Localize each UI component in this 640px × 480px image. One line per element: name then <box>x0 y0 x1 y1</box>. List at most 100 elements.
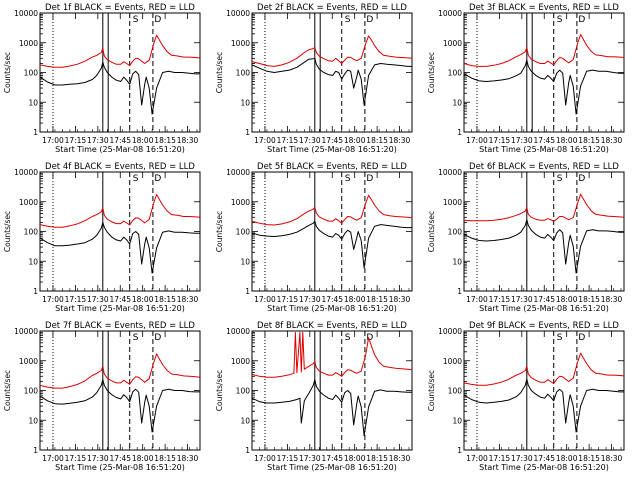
x-tick-label: 18:15 <box>154 295 176 304</box>
y-tick-label: 10000 <box>14 9 38 18</box>
x-tick-label: 18:30 <box>601 136 623 145</box>
x-tick-label: 18:15 <box>154 454 176 463</box>
x-axis-label: Start Time (25-Mar-08 16:51:20) <box>479 304 609 313</box>
series-lld-line <box>464 352 624 386</box>
series-lld-line <box>252 194 412 226</box>
x-tick-label: 18:00 <box>556 295 578 304</box>
marker-annotation: S <box>345 333 351 343</box>
y-tick-label: 1 <box>245 128 250 137</box>
x-tick-label: 18:15 <box>578 295 600 304</box>
x-tick-label: 17:45 <box>533 295 555 304</box>
y-tick-label: 1000 <box>443 357 462 366</box>
x-axis-label: Start Time (25-Mar-08 16:51:20) <box>267 463 397 472</box>
x-tick-label: 18:15 <box>578 454 600 463</box>
marker-annotation: D <box>154 333 161 343</box>
y-tick-label: 1 <box>33 446 38 455</box>
panel-det-2f: Det 2f BLACK = Events, RED = LLD 1 10 100 10… <box>215 3 413 154</box>
y-tick-label: 10000 <box>14 168 38 177</box>
x-tick-label: 17:30 <box>87 136 109 145</box>
y-axis-label: Counts/sec <box>3 370 12 411</box>
y-tick-label: 10 <box>28 416 38 425</box>
y-tick-label: 10 <box>240 98 250 107</box>
x-tick-label: 17:30 <box>87 295 109 304</box>
x-tick-label: 18:00 <box>132 454 154 463</box>
y-tick-label: 10000 <box>438 327 462 336</box>
marker-annotation: D <box>578 174 585 184</box>
panel-title: Det 6f BLACK = Events, RED = LLD <box>469 162 619 172</box>
y-axis-label: Counts/sec <box>3 211 12 252</box>
y-tick-label: 1000 <box>231 39 250 48</box>
panel-title: Det 1f BLACK = Events, RED = LLD <box>45 3 195 13</box>
y-tick-label: 10000 <box>226 168 250 177</box>
y-tick-label: 10000 <box>226 327 250 336</box>
x-tick-label: 17:30 <box>299 295 321 304</box>
panel-title: Det 8f BLACK = Events, RED = LLD <box>257 321 407 331</box>
x-tick-label: 18:00 <box>132 136 154 145</box>
series-lld-line <box>40 353 200 389</box>
x-tick-label: 17:00 <box>42 454 64 463</box>
marker-annotation: S <box>345 15 351 25</box>
plot-frame <box>39 171 201 292</box>
x-axis-label: Start Time (25-Mar-08 16:51:20) <box>55 145 185 154</box>
y-tick-label: 10 <box>452 416 462 425</box>
x-tick-label: 18:15 <box>154 136 176 145</box>
series-lld-line <box>252 35 412 67</box>
x-tick-label: 17:15 <box>65 454 87 463</box>
x-tick-label: 18:30 <box>389 136 411 145</box>
y-axis-label: Counts/sec <box>427 370 436 411</box>
series-events-line <box>252 220 412 269</box>
y-tick-label: 1 <box>457 287 462 296</box>
x-axis-label: Start Time (25-Mar-08 16:51:20) <box>267 145 397 154</box>
y-tick-label: 10000 <box>226 9 250 18</box>
y-tick-label: 100 <box>236 69 251 78</box>
series-events-line <box>40 379 200 433</box>
series-lld-line <box>40 194 200 228</box>
panel-title: Det 9f BLACK = Events, RED = LLD <box>469 321 619 331</box>
x-tick-label: 17:00 <box>254 136 276 145</box>
x-tick-label: 17:30 <box>511 295 533 304</box>
marker-annotation: D <box>578 333 585 343</box>
y-tick-label: 10000 <box>438 9 462 18</box>
marker-annotation: S <box>133 174 139 184</box>
series-lld-line <box>464 34 624 67</box>
y-tick-label: 100 <box>448 228 463 237</box>
series-events-line <box>464 219 624 274</box>
marker-annotation: S <box>557 15 563 25</box>
y-tick-label: 100 <box>236 387 251 396</box>
marker-annotation: D <box>154 174 161 184</box>
y-tick-label: 1 <box>33 128 38 137</box>
x-tick-label: 17:30 <box>511 454 533 463</box>
x-axis-label: Start Time (25-Mar-08 16:51:20) <box>55 304 185 313</box>
y-axis-label: Counts/sec <box>427 52 436 93</box>
panel-title: Det 3f BLACK = Events, RED = LLD <box>469 3 619 13</box>
marker-annotation: D <box>154 15 161 25</box>
x-tick-label: 17:45 <box>321 454 343 463</box>
x-tick-label: 18:30 <box>601 454 623 463</box>
x-tick-label: 17:00 <box>42 295 64 304</box>
x-tick-label: 17:15 <box>277 295 299 304</box>
panel-det-1f: Det 1f BLACK = Events, RED = LLD 1 10 100 10… <box>3 3 201 154</box>
panel-det-7f: Det 7f BLACK = Events, RED = LLD 1 10 100 10… <box>3 321 201 472</box>
panel-det-5f: Det 5f BLACK = Events, RED = LLD 1 10 100 10… <box>215 162 413 313</box>
x-tick-label: 17:45 <box>533 136 555 145</box>
marker-annotation: S <box>133 333 139 343</box>
x-tick-label: 18:30 <box>177 136 199 145</box>
y-tick-label: 10000 <box>14 327 38 336</box>
x-tick-label: 17:45 <box>321 295 343 304</box>
y-tick-label: 10 <box>240 416 250 425</box>
series-lld-line <box>464 193 624 222</box>
x-tick-label: 17:00 <box>254 454 276 463</box>
y-tick-label: 10 <box>452 98 462 107</box>
x-tick-label: 17:15 <box>277 136 299 145</box>
y-tick-label: 1000 <box>19 198 38 207</box>
y-tick-label: 1000 <box>443 39 462 48</box>
x-axis-label: Start Time (25-Mar-08 16:51:20) <box>479 145 609 154</box>
marker-annotation: D <box>366 174 373 184</box>
x-tick-label: 18:30 <box>601 295 623 304</box>
marker-annotation: D <box>366 333 373 343</box>
series-events-line <box>40 61 200 115</box>
x-tick-label: 18:30 <box>177 454 199 463</box>
x-tick-label: 18:15 <box>578 136 600 145</box>
x-tick-label: 17:15 <box>65 295 87 304</box>
